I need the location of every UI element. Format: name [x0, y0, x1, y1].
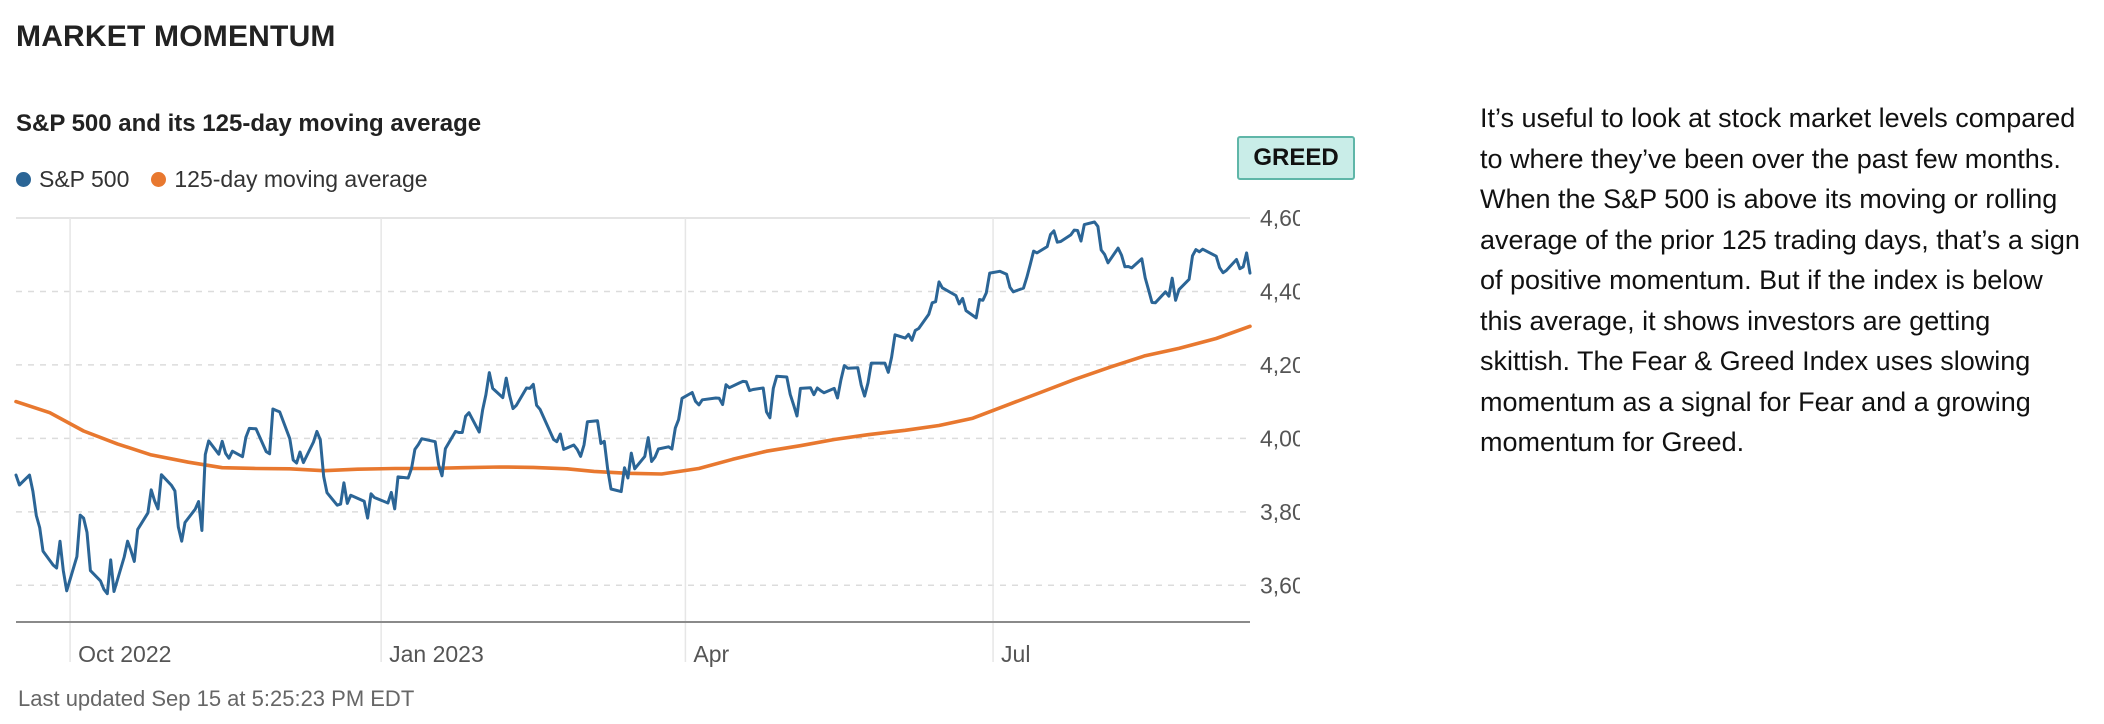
x-tick-label: Jul — [1001, 641, 1030, 667]
y-tick-label: 4,400.00 — [1260, 278, 1300, 304]
chart-legend: S&P 500 125-day moving average — [16, 166, 428, 193]
chart-title: S&P 500 and its 125-day moving average — [16, 110, 482, 137]
section-title: MARKET MOMENTUM — [16, 20, 336, 53]
legend-label-sp500: S&P 500 — [39, 166, 130, 192]
y-tick-label: 4,000.00 — [1260, 425, 1300, 451]
series-line-sp500 — [14, 220, 1252, 596]
y-tick-label: 4,600.00 — [1260, 205, 1300, 231]
momentum-chart: 3,600.00 3,800.00 4,000.00 4,200.00 4,400.00… — [14, 205, 1300, 667]
legend-dot-sp500 — [16, 172, 31, 187]
x-tick-label: Apr — [693, 641, 729, 667]
y-tick-label: 3,800.00 — [1260, 499, 1300, 525]
greed-badge: GREED — [1237, 136, 1355, 180]
x-tick-label: Oct 2022 — [78, 641, 171, 667]
y-tick-label: 4,200.00 — [1260, 352, 1300, 378]
description-text: It’s useful to look at stock market leve… — [1480, 103, 2080, 457]
series-line-moving-average — [14, 324, 1252, 476]
legend-item-moving-average[interactable]: 125-day moving average — [151, 166, 428, 193]
y-tick-label: 3,600.00 — [1260, 572, 1300, 598]
x-tick-label: Jan 2023 — [389, 641, 484, 667]
last-updated: Last updated Sep 15 at 5:25:23 PM EDT — [18, 686, 415, 711]
legend-label-moving-average: 125-day moving average — [174, 166, 428, 192]
legend-dot-moving-average — [151, 172, 167, 187]
legend-item-sp500[interactable]: S&P 500 — [16, 166, 129, 193]
